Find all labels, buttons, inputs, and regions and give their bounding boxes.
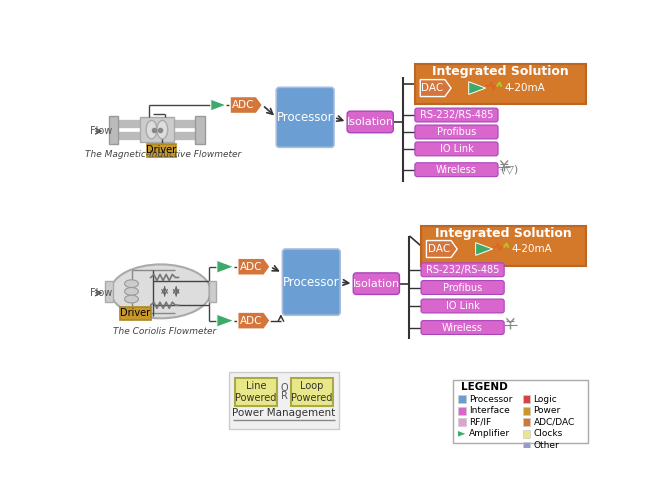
FancyBboxPatch shape xyxy=(208,281,216,302)
Polygon shape xyxy=(468,81,486,95)
Polygon shape xyxy=(230,97,262,114)
Ellipse shape xyxy=(125,288,139,295)
FancyBboxPatch shape xyxy=(283,249,340,315)
Text: The Magnetic-Inductive Flowmeter: The Magnetic-Inductive Flowmeter xyxy=(85,150,241,159)
Text: IO Link: IO Link xyxy=(440,144,473,154)
Text: Flow: Flow xyxy=(90,288,112,298)
Text: Line
Powered: Line Powered xyxy=(235,381,277,403)
FancyBboxPatch shape xyxy=(120,307,150,320)
FancyBboxPatch shape xyxy=(105,281,113,302)
FancyBboxPatch shape xyxy=(523,442,530,449)
Polygon shape xyxy=(217,261,234,273)
Text: Processor: Processor xyxy=(277,111,334,124)
FancyBboxPatch shape xyxy=(523,430,530,438)
Polygon shape xyxy=(238,258,270,275)
Ellipse shape xyxy=(125,280,139,288)
Text: DAC: DAC xyxy=(421,83,443,93)
FancyBboxPatch shape xyxy=(147,143,176,156)
FancyBboxPatch shape xyxy=(421,281,504,294)
FancyBboxPatch shape xyxy=(415,125,498,139)
Text: Loop
Powered: Loop Powered xyxy=(292,381,332,403)
Text: Integrated Solution: Integrated Solution xyxy=(432,65,569,78)
Text: Power: Power xyxy=(533,406,560,415)
Ellipse shape xyxy=(157,120,168,139)
FancyBboxPatch shape xyxy=(421,226,586,266)
Text: RS-232/RS-485: RS-232/RS-485 xyxy=(420,110,493,120)
Text: Wireless: Wireless xyxy=(442,322,483,332)
FancyBboxPatch shape xyxy=(353,273,399,294)
Polygon shape xyxy=(238,312,270,329)
Text: (▽): (▽) xyxy=(501,164,518,175)
Text: The Coriolis Flowmeter: The Coriolis Flowmeter xyxy=(113,327,216,336)
FancyBboxPatch shape xyxy=(523,395,530,403)
Text: RF/IF: RF/IF xyxy=(468,418,491,427)
Text: RS-232/RS-485: RS-232/RS-485 xyxy=(426,265,499,275)
Text: 4-20mA: 4-20mA xyxy=(511,244,552,254)
FancyBboxPatch shape xyxy=(523,407,530,414)
Ellipse shape xyxy=(111,265,211,318)
FancyBboxPatch shape xyxy=(415,142,498,156)
FancyBboxPatch shape xyxy=(421,263,504,277)
Polygon shape xyxy=(420,79,451,97)
Ellipse shape xyxy=(146,120,157,139)
Text: Processor: Processor xyxy=(283,276,340,289)
Text: IO Link: IO Link xyxy=(445,301,480,311)
Text: ADC/DAC: ADC/DAC xyxy=(533,418,575,427)
FancyBboxPatch shape xyxy=(109,116,118,143)
Text: Isolation: Isolation xyxy=(347,117,394,127)
Polygon shape xyxy=(217,314,234,327)
Text: Profibus: Profibus xyxy=(437,127,476,137)
FancyBboxPatch shape xyxy=(195,116,205,143)
FancyBboxPatch shape xyxy=(458,418,466,426)
FancyBboxPatch shape xyxy=(415,163,498,177)
FancyBboxPatch shape xyxy=(458,407,466,414)
Text: Other: Other xyxy=(533,441,559,450)
FancyBboxPatch shape xyxy=(453,380,588,443)
Text: Profibus: Profibus xyxy=(443,283,482,293)
FancyBboxPatch shape xyxy=(276,88,334,147)
Text: DAC: DAC xyxy=(428,244,450,254)
FancyBboxPatch shape xyxy=(421,299,504,313)
Text: ADC: ADC xyxy=(240,315,262,325)
Text: ADC: ADC xyxy=(232,100,254,110)
FancyBboxPatch shape xyxy=(229,372,340,429)
FancyBboxPatch shape xyxy=(347,111,394,133)
FancyBboxPatch shape xyxy=(415,64,586,104)
Text: Flow: Flow xyxy=(90,126,112,136)
Text: Processor: Processor xyxy=(468,395,512,404)
FancyBboxPatch shape xyxy=(458,395,466,403)
Text: Integrated Solution: Integrated Solution xyxy=(435,227,572,240)
FancyBboxPatch shape xyxy=(291,378,333,406)
FancyBboxPatch shape xyxy=(140,117,174,142)
Text: Power Management: Power Management xyxy=(233,408,336,418)
Text: O: O xyxy=(280,383,288,393)
FancyBboxPatch shape xyxy=(235,378,277,406)
Text: Clocks: Clocks xyxy=(533,429,562,438)
Text: Wireless: Wireless xyxy=(436,164,477,175)
Polygon shape xyxy=(211,99,226,111)
FancyBboxPatch shape xyxy=(415,108,498,122)
Text: Amplifier: Amplifier xyxy=(468,429,510,438)
Ellipse shape xyxy=(125,295,139,303)
Text: Isolation: Isolation xyxy=(353,279,400,289)
Polygon shape xyxy=(476,242,493,256)
Text: LEGEND: LEGEND xyxy=(461,382,508,392)
Text: ADC: ADC xyxy=(240,262,262,272)
Polygon shape xyxy=(426,240,457,258)
Text: Interface: Interface xyxy=(468,406,510,415)
Text: Driver: Driver xyxy=(120,308,150,318)
Text: R: R xyxy=(281,391,287,401)
FancyBboxPatch shape xyxy=(421,320,504,334)
Text: Driver: Driver xyxy=(147,145,177,155)
FancyBboxPatch shape xyxy=(523,418,530,426)
Text: 4-20mA: 4-20mA xyxy=(504,83,545,93)
Text: Logic: Logic xyxy=(533,395,557,404)
Polygon shape xyxy=(457,431,466,437)
